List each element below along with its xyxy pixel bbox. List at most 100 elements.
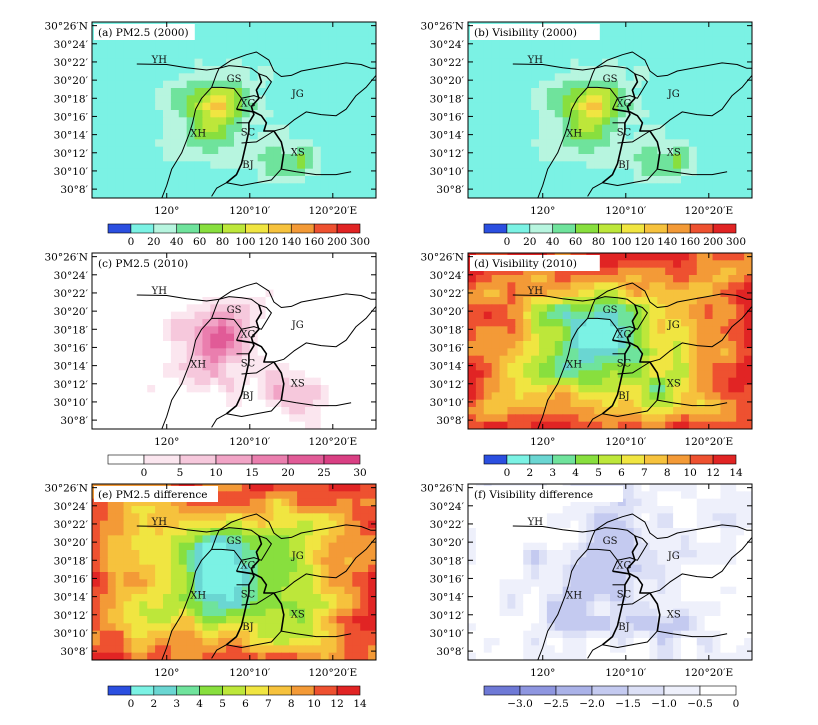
field-cell (131, 572, 139, 580)
field-cell (618, 290, 626, 298)
field-cell (202, 290, 210, 298)
field-cell (108, 117, 116, 125)
field-cell (352, 154, 360, 162)
field-cell (507, 73, 515, 81)
field-cell (234, 154, 242, 162)
field-cell (555, 392, 563, 400)
field-cell (626, 484, 634, 492)
field-cell (337, 422, 345, 430)
field-cell (155, 623, 163, 631)
field-cell (195, 378, 203, 386)
field-cell (337, 29, 345, 37)
field-cell (297, 594, 305, 602)
field-cell (289, 422, 297, 430)
field-cell (273, 638, 281, 646)
field-cell (657, 297, 665, 305)
field-cell (352, 73, 360, 81)
field-cell (281, 95, 289, 103)
field-cell (673, 290, 681, 298)
field-cell (360, 341, 368, 349)
field-cell (139, 616, 147, 624)
field-cell (571, 88, 579, 96)
field-cell (665, 370, 673, 378)
field-cell (649, 275, 657, 283)
field-cell (226, 44, 234, 52)
field-cell (352, 132, 360, 140)
field-cell (155, 88, 163, 96)
field-cell (697, 253, 705, 261)
field-cell (305, 22, 313, 30)
district-label: YH (151, 55, 168, 66)
field-cell (100, 513, 108, 521)
field-cell (673, 506, 681, 514)
field-cell (571, 110, 579, 118)
field-cell (492, 161, 500, 169)
field-cell (547, 312, 555, 320)
field-cell (728, 414, 736, 422)
field-cell (681, 110, 689, 118)
field-cell (720, 88, 728, 96)
field-cell (586, 319, 594, 327)
field-cell (321, 513, 329, 521)
field-cell (705, 312, 713, 320)
field-cell (163, 88, 171, 96)
field-cell (665, 81, 673, 89)
field-cell (234, 572, 242, 580)
field-cell (610, 29, 618, 37)
field-cell (108, 88, 116, 96)
field-cell (736, 51, 744, 59)
field-cell (642, 326, 650, 334)
field-cell (697, 356, 705, 364)
field-cell (689, 154, 697, 162)
field-cell (305, 565, 313, 573)
field-cell (610, 260, 618, 268)
field-cell (547, 304, 555, 312)
field-cell (360, 304, 368, 312)
field-cell (116, 103, 124, 111)
field-cell (563, 407, 571, 415)
field-cell (649, 528, 657, 536)
field-cell (515, 370, 523, 378)
field-cell (297, 506, 305, 514)
field-cell (258, 506, 266, 514)
field-cell (571, 521, 579, 529)
field-cell (226, 103, 234, 111)
field-cell (744, 154, 752, 162)
field-cell (602, 110, 610, 118)
field-cell (360, 260, 368, 268)
field-cell (266, 609, 274, 617)
field-cell (500, 183, 508, 191)
field-cell (368, 506, 376, 514)
field-cell (195, 95, 203, 103)
field-cell (610, 275, 618, 283)
field-cell (147, 88, 155, 96)
field-cell (139, 348, 147, 356)
field-cell (713, 37, 721, 45)
field-cell (108, 147, 116, 155)
field-cell (210, 37, 218, 45)
field-cell (689, 282, 697, 290)
field-cell (681, 81, 689, 89)
field-cell (210, 513, 218, 521)
field-cell (195, 543, 203, 551)
field-cell (92, 319, 100, 327)
field-cell (163, 370, 171, 378)
field-cell (507, 334, 515, 342)
field-cell (736, 356, 744, 364)
field-cell (163, 81, 171, 89)
field-cell (210, 110, 218, 118)
field-cell (626, 191, 634, 199)
field-cell (689, 491, 697, 499)
field-cell (602, 334, 610, 342)
field-cell (273, 319, 281, 327)
field-cell (344, 572, 352, 580)
field-cell (100, 147, 108, 155)
field-cell (195, 51, 203, 59)
field-cell (492, 66, 500, 74)
field-cell (602, 356, 610, 364)
field-cell (305, 59, 313, 67)
field-cell (171, 609, 179, 617)
field-cell (697, 370, 705, 378)
field-cell (468, 282, 476, 290)
field-cell (266, 400, 274, 408)
